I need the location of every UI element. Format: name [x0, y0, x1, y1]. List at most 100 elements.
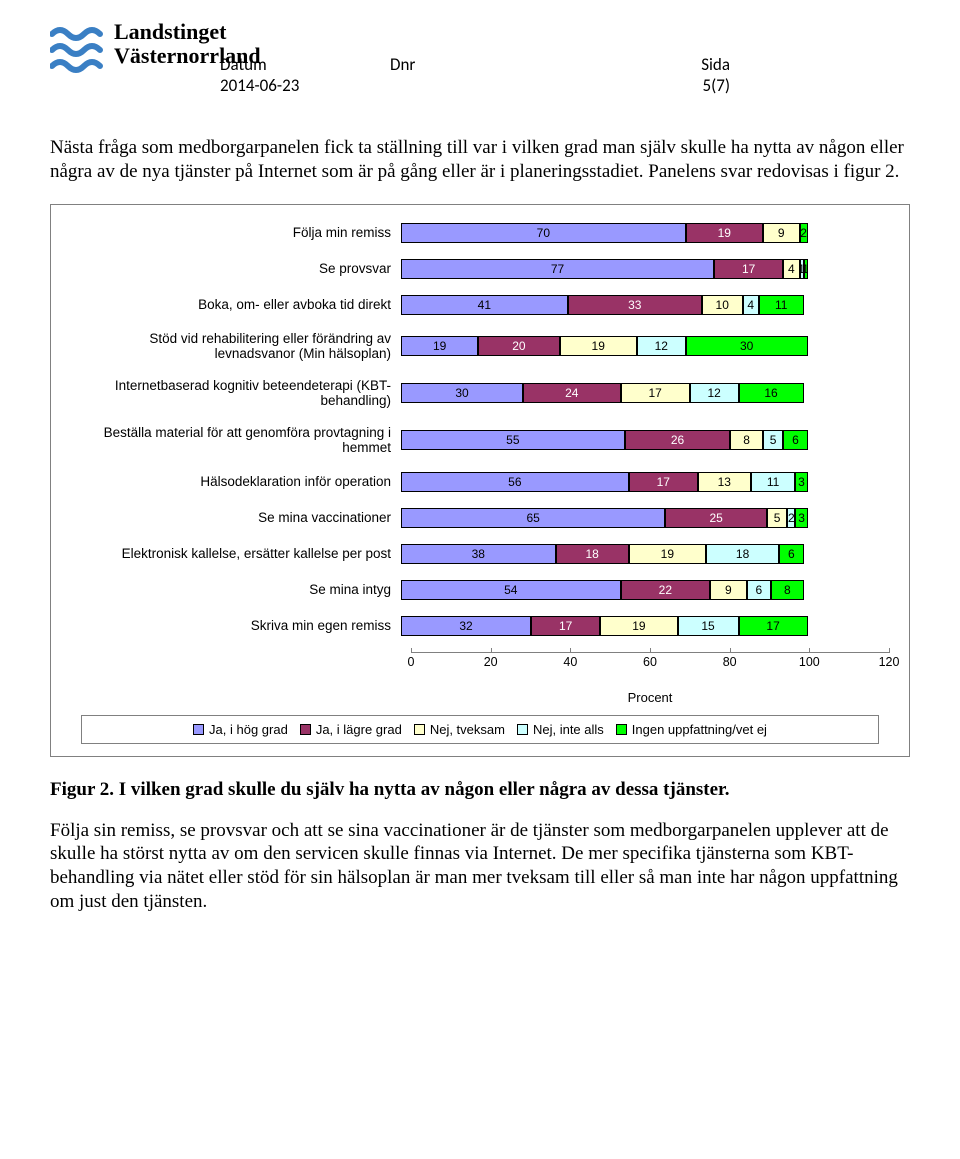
- bar-segment: 4: [783, 259, 799, 279]
- bar-segment: 13: [698, 472, 751, 492]
- legend-label: Ja, i lägre grad: [316, 722, 402, 737]
- chart-row-label: Skriva min egen remiss: [71, 618, 401, 634]
- legend-swatch: [517, 724, 528, 735]
- bar-segment: 15: [678, 616, 739, 636]
- chart-row-label: Internetbaserad kognitiv beteendeterapi …: [71, 378, 401, 409]
- bar-segment: 18: [556, 544, 629, 564]
- bar-segment: 2: [787, 508, 795, 528]
- legend-swatch: [300, 724, 311, 735]
- bar-segment: 17: [621, 383, 690, 403]
- chart-row: Skriva min egen remiss3217191517: [71, 616, 889, 636]
- bar-track: 3024171216: [401, 383, 889, 403]
- chart-row-label: Se mina intyg: [71, 582, 401, 598]
- header-dnr: Dnr: [390, 54, 560, 96]
- axis-tick: [650, 648, 651, 653]
- legend-swatch: [193, 724, 204, 735]
- bar-segment: 19: [401, 336, 478, 356]
- axis-tick: [570, 648, 571, 653]
- bar-segment: 22: [621, 580, 710, 600]
- bar-segment: 5: [763, 430, 783, 450]
- chart-legend: Ja, i hög grad Ja, i lägre grad Nej, tveks…: [81, 715, 879, 744]
- bar-segment: 1: [804, 259, 808, 279]
- legend-item: Ja, i lägre grad: [300, 722, 402, 737]
- bar-segment: 32: [401, 616, 531, 636]
- bar-segment: 19: [600, 616, 677, 636]
- header-sida: Sida 5(7): [560, 54, 730, 96]
- legend-label: Ja, i hög grad: [209, 722, 288, 737]
- bar-segment: 6: [747, 580, 771, 600]
- bar-track: 701992: [401, 223, 889, 243]
- bar-track: 381819186: [401, 544, 889, 564]
- legend-item: Nej, inte alls: [517, 722, 604, 737]
- bar-segment: 12: [690, 383, 739, 403]
- chart-row-label: Följa min remiss: [71, 225, 401, 241]
- chart-row: Boka, om- eller avboka tid direkt4133104…: [71, 295, 889, 315]
- chart-row: Se mina intyg5422968: [71, 580, 889, 600]
- bar-segment: 18: [706, 544, 779, 564]
- bar-segment: 5: [767, 508, 787, 528]
- bar-segment: 30: [401, 383, 523, 403]
- legend-label: Ingen uppfattning/vet ej: [632, 722, 767, 737]
- axis-tick-label: 40: [563, 655, 577, 669]
- bar-segment: 19: [560, 336, 637, 356]
- x-axis-title: Procent: [411, 690, 889, 705]
- header-datum: Datum 2014-06-23: [220, 54, 390, 96]
- x-axis-ticks: 020406080100120: [411, 652, 889, 666]
- chart-row: Stöd vid rehabilitering eller förändring…: [71, 331, 889, 362]
- document-header-meta: Datum 2014-06-23 Dnr Sida 5(7): [220, 54, 730, 96]
- bar-track: 6525523: [401, 508, 889, 528]
- intro-paragraph: Nästa fråga som medborgarpanelen fick ta…: [50, 136, 910, 184]
- bar-segment: 26: [625, 430, 731, 450]
- chart-row-label: Elektronisk kallelse, ersätter kallelse …: [71, 546, 401, 562]
- bar-segment: 12: [637, 336, 686, 356]
- datum-value: 2014-06-23: [220, 75, 390, 96]
- bar-segment: 9: [710, 580, 747, 600]
- legend-item: Nej, tveksam: [414, 722, 505, 737]
- chart-row: Se mina vaccinationer6525523: [71, 508, 889, 528]
- bar-segment: 8: [730, 430, 763, 450]
- chart-row: Hälsodeklaration inför operation56171311…: [71, 472, 889, 492]
- bar-segment: 56: [401, 472, 629, 492]
- bar-track: 413310411: [401, 295, 889, 315]
- bar-segment: 11: [759, 295, 804, 315]
- sida-value: 5(7): [560, 75, 730, 96]
- bar-segment: 24: [523, 383, 621, 403]
- legend-item: Ingen uppfattning/vet ej: [616, 722, 767, 737]
- bar-segment: 65: [401, 508, 665, 528]
- bar-segment: 6: [779, 544, 803, 564]
- chart-row-label: Hälsodeklaration inför operation: [71, 474, 401, 490]
- bar-segment: 11: [751, 472, 796, 492]
- bar-segment: 6: [783, 430, 807, 450]
- wave-icon: [50, 20, 104, 74]
- bar-segment: 70: [401, 223, 686, 243]
- bar-segment: 20: [478, 336, 559, 356]
- bar-segment: 41: [401, 295, 568, 315]
- axis-tick: [730, 648, 731, 653]
- chart-row: Internetbaserad kognitiv beteendeterapi …: [71, 378, 889, 409]
- bar-segment: 30: [686, 336, 808, 356]
- bar-track: 7717411: [401, 259, 889, 279]
- axis-tick: [491, 648, 492, 653]
- axis-tick-label: 0: [408, 655, 415, 669]
- chart-row-label: Se mina vaccinationer: [71, 510, 401, 526]
- bar-track: 3217191517: [401, 616, 889, 636]
- bar-segment: 25: [665, 508, 767, 528]
- bar-segment: 77: [401, 259, 714, 279]
- sida-label: Sida: [560, 54, 730, 75]
- bar-track: 5422968: [401, 580, 889, 600]
- bar-segment: 8: [771, 580, 804, 600]
- closing-paragraph: Följa sin remiss, se provsvar och att se…: [50, 819, 910, 914]
- axis-tick-label: 120: [879, 655, 900, 669]
- chart-row: Följa min remiss701992: [71, 223, 889, 243]
- chart-row-label: Beställa material för att genomföra prov…: [71, 425, 401, 456]
- axis-tick-label: 20: [484, 655, 498, 669]
- axis-tick-label: 100: [799, 655, 820, 669]
- axis-tick: [411, 648, 412, 653]
- bar-segment: 4: [743, 295, 759, 315]
- bar-segment: 17: [714, 259, 783, 279]
- figure-2-chart: Följa min remiss701992Se provsvar7717411…: [50, 204, 910, 757]
- chart-row: Elektronisk kallelse, ersätter kallelse …: [71, 544, 889, 564]
- chart-row-label: Stöd vid rehabilitering eller förändring…: [71, 331, 401, 362]
- axis-tick-label: 80: [723, 655, 737, 669]
- legend-swatch: [414, 724, 425, 735]
